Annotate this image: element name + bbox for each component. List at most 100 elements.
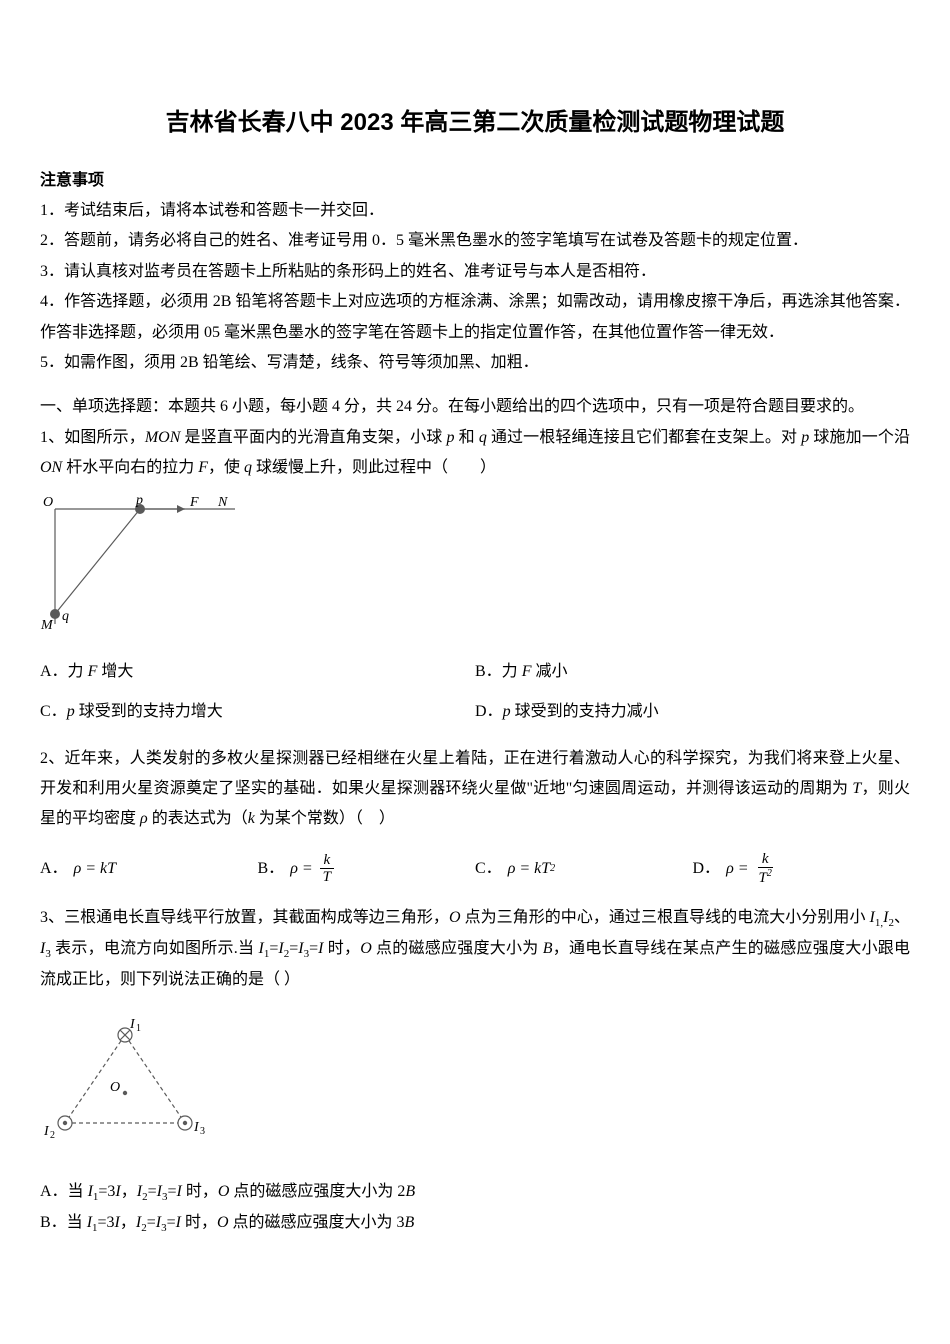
notice-item-5: 5．如需作图，须用 2B 铅笔绘、写清楚，线条、符号等须加黑、加粗． bbox=[40, 348, 910, 378]
q2-optC-label: C． bbox=[475, 854, 502, 884]
q3-fig-I3s: 3 bbox=[200, 1126, 205, 1137]
q3-fig-I2: I bbox=[43, 1124, 50, 1139]
q1-intro-a: 1、如图所示， bbox=[40, 429, 145, 446]
notice-item-4: 4．作答选择题，必须用 2B 铅笔将答题卡上对应选项的方框涂满、涂黑；如需改动，… bbox=[40, 287, 910, 348]
q1-intro-h: 球缓慢上升，则此过程中（ ） bbox=[252, 459, 496, 476]
q2-T: T bbox=[852, 780, 861, 797]
q1-f1: F bbox=[198, 459, 208, 476]
q3-O2: O bbox=[360, 940, 372, 957]
q3-fig-O: O bbox=[110, 1080, 120, 1095]
q3-fig-I3: I bbox=[193, 1120, 200, 1135]
q1-fig-q: q bbox=[62, 609, 69, 624]
q1-options-row-2: C．p 球受到的支持力增大 D．p 球受到的支持力减小 bbox=[40, 697, 910, 727]
q2-optD-label: D． bbox=[693, 854, 721, 884]
q3-fig-I2s: 2 bbox=[50, 1130, 55, 1141]
q1-option-c: C．p 球受到的支持力增大 bbox=[40, 697, 475, 727]
q1-option-a: A．力 F 增大 bbox=[40, 657, 475, 687]
q1-fig-N: N bbox=[217, 495, 228, 510]
q2-option-a: A． ρ = kT bbox=[40, 851, 258, 887]
q3-fig-I1s: 1 bbox=[136, 1023, 141, 1034]
q1-intro-b: 是竖直平面内的光滑直角支架，小球 bbox=[180, 429, 446, 446]
q3-text-b: 点为三角形的中心，通过三根直导线的电流大小分别用小 bbox=[461, 909, 870, 926]
q3-optB-B: B bbox=[405, 1214, 415, 1231]
q1-optD-p: p bbox=[503, 703, 511, 720]
q3-O1: O bbox=[449, 909, 461, 926]
q3-option-b: B．当 I1=3I，I2=I3=I 时，O 点的磁感应强度大小为 3B bbox=[40, 1208, 910, 1239]
q3-optB-t: 时， bbox=[181, 1214, 217, 1231]
q1-optA-b: 增大 bbox=[97, 663, 133, 680]
q1-optB-a: B．力 bbox=[475, 663, 522, 680]
q3-optA-t: 时， bbox=[182, 1183, 218, 1200]
q2-option-d: D． ρ = kT2 bbox=[693, 851, 911, 887]
q2-optA-label: A． bbox=[40, 854, 68, 884]
q1-fig-O: O bbox=[43, 495, 53, 510]
q1-fig-F: F bbox=[189, 495, 199, 510]
q1-intro-g: ，使 bbox=[208, 459, 244, 476]
q3-text-e: 点的磁感应强度大小为 bbox=[372, 940, 543, 957]
question-2-text: 2、近年来，人类发射的多枚火星探测器已经相继在火星上着陆，正在进行着激动人心的科… bbox=[40, 744, 910, 835]
q1-option-d: D．p 球受到的支持力减小 bbox=[475, 697, 910, 727]
q3-optB-a: B．当 bbox=[40, 1214, 87, 1231]
q3-fig-I1: I bbox=[129, 1017, 136, 1032]
q2-optC-formula: ρ = kT2 bbox=[508, 854, 555, 884]
q3-text-d: 时， bbox=[323, 940, 360, 957]
q3-text-c: 表示，电流方向如图所示.当 bbox=[51, 940, 259, 957]
q2-text-c: 的表达式为（ bbox=[148, 810, 248, 827]
q1-optC-b: 球受到的支持力增大 bbox=[75, 703, 223, 720]
q1-optD-a: D． bbox=[475, 703, 503, 720]
q3-optB-t2: 点的磁感应强度大小为 3 bbox=[229, 1214, 405, 1231]
q2-option-c: C． ρ = kT2 bbox=[475, 851, 693, 887]
q3-eqAeq2: = bbox=[289, 940, 298, 957]
q3-optA-eq2: = bbox=[148, 1183, 157, 1200]
q2-rho: ρ bbox=[140, 810, 148, 827]
q2-options-row: A． ρ = kT B． ρ = kT C． ρ = kT2 D． ρ = kT… bbox=[40, 851, 910, 887]
q3-optA-B: B bbox=[405, 1183, 415, 1200]
question-1-text: 1、如图所示，MON 是竖直平面内的光滑直角支架，小球 p 和 q 通过一根轻绳… bbox=[40, 423, 910, 484]
q2-option-b: B． ρ = kT bbox=[258, 851, 476, 887]
q2-optA-formula: ρ = kT bbox=[74, 854, 116, 884]
q1-q1: q bbox=[479, 429, 487, 446]
q2-text-a: 2、近年来，人类发射的多枚火星探测器已经相继在火星上着陆，正在进行着激动人心的科… bbox=[40, 750, 910, 797]
q1-intro-c: 和 bbox=[454, 429, 478, 446]
q3-optA-eq1: =3 bbox=[98, 1183, 115, 1200]
q3-optA-O: O bbox=[218, 1183, 230, 1200]
notice-item-1: 1．考试结束后，请将本试卷和答题卡一并交回． bbox=[40, 196, 910, 226]
q2-optD-formula: ρ = kT2 bbox=[726, 851, 778, 887]
notice-header: 注意事项 bbox=[40, 166, 910, 196]
q2-optB-formula: ρ = kT bbox=[290, 852, 337, 886]
q1-figure: O p F N M q bbox=[40, 494, 910, 645]
q3-sep: 、 bbox=[894, 909, 910, 926]
q3-optB-O: O bbox=[217, 1214, 229, 1231]
q3-s1: 1, bbox=[875, 917, 883, 929]
q2-k: k bbox=[248, 810, 255, 827]
q3-optB-eq2: = bbox=[147, 1214, 156, 1231]
q1-optC-a: C． bbox=[40, 703, 67, 720]
q1-optB-b: 减小 bbox=[531, 663, 567, 680]
q1-optA-f: F bbox=[88, 663, 98, 680]
q1-on: ON bbox=[40, 459, 62, 476]
q3-optA-c1: ， bbox=[121, 1183, 137, 1200]
q1-intro-d: 通过一根轻绳连接且它们都套在支架上。对 bbox=[487, 429, 801, 446]
q3-B: B bbox=[543, 940, 553, 957]
q1-optA-a: A．力 bbox=[40, 663, 88, 680]
q3-optB-eq1: =3 bbox=[98, 1214, 115, 1231]
q1-options-row-1: A．力 F 增大 B．力 F 减小 bbox=[40, 657, 910, 687]
q2-optB-label: B． bbox=[258, 854, 285, 884]
q1-optB-f: F bbox=[522, 663, 532, 680]
notice-item-3: 3．请认真核对监考员在答题卡上所粘贴的条形码上的姓名、准考证号与本人是否相符． bbox=[40, 257, 910, 287]
q1-intro-e: 球施加一个沿 bbox=[809, 429, 910, 446]
q1-q2: q bbox=[244, 459, 252, 476]
q1-optD-b: 球受到的支持力减小 bbox=[511, 703, 659, 720]
q3-optB-eq3: = bbox=[167, 1214, 176, 1231]
q1-option-b: B．力 F 减小 bbox=[475, 657, 910, 687]
q3-optB-c1: ， bbox=[120, 1214, 136, 1231]
q2-text-d: 为某个常数）（ ） bbox=[255, 810, 395, 827]
q3-figure: I 1 I 2 I 3 O bbox=[40, 1013, 910, 1154]
notice-item-2: 2．答题前，请务必将自己的姓名、准考证号用 0．5 毫米黑色墨水的签字笔填写在试… bbox=[40, 226, 910, 256]
q3-eqAeq3: = bbox=[309, 940, 318, 957]
q1-fig-p: p bbox=[135, 494, 143, 508]
q3-optA-t2: 点的磁感应强度大小为 2 bbox=[229, 1183, 405, 1200]
q3-text-a: 3、三根通电长直导线平行放置，其截面构成等边三角形， bbox=[40, 909, 449, 926]
section-1-header: 一、单项选择题：本题共 6 小题，每小题 4 分，共 24 分。在每小题给出的四… bbox=[40, 392, 910, 422]
q1-mon: MON bbox=[145, 429, 181, 446]
